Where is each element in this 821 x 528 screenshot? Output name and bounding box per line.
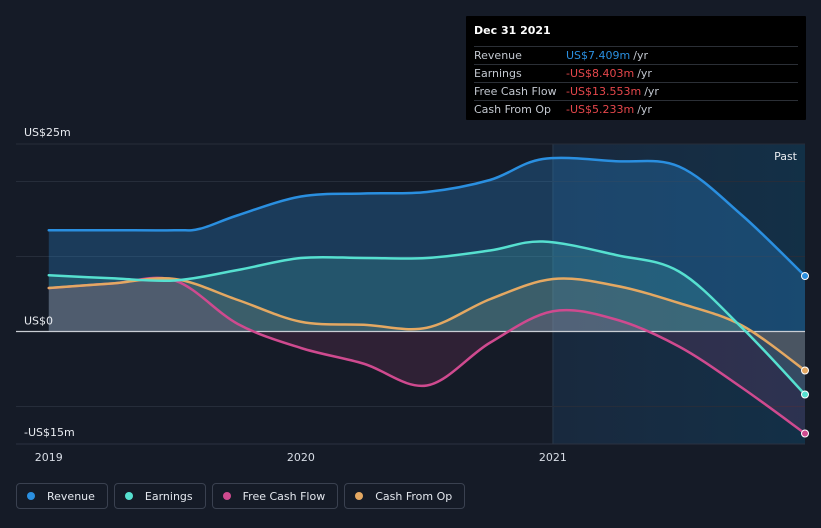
legend-item-cash-from-op[interactable]: Cash From Op xyxy=(344,483,466,509)
y-label-zero: US$0 xyxy=(24,315,53,328)
series-line-cash-from-op xyxy=(47,277,807,372)
endpoint-cash-from-op xyxy=(801,366,809,375)
tooltip-unit: /yr xyxy=(644,85,659,98)
tooltip-panel: Dec 31 2021 Revenue US$7.409m /yr Earnin… xyxy=(466,16,806,120)
tooltip-unit: /yr xyxy=(637,103,652,116)
series-line-earnings xyxy=(47,240,807,396)
legend-dot-icon xyxy=(355,492,364,500)
past-region xyxy=(552,144,805,444)
tooltip-row-revenue: Revenue US$7.409m /yr xyxy=(474,46,798,64)
tooltip-value: US$7.409m xyxy=(566,49,631,62)
tooltip-value: -US$8.403m xyxy=(566,67,635,80)
legend-item-earnings[interactable]: Earnings xyxy=(113,483,206,509)
past-label: Past xyxy=(774,150,798,163)
area-cash-from-op xyxy=(48,278,806,371)
area-free-cash-flow xyxy=(48,277,806,434)
tooltip-date: Dec 31 2021 xyxy=(474,24,551,37)
tooltip-value: -US$5.233m xyxy=(566,103,635,116)
legend-dot-icon xyxy=(124,492,133,500)
tooltip-label: Earnings xyxy=(474,67,522,80)
legend-dot-icon xyxy=(222,492,231,500)
legend-label: Earnings xyxy=(144,489,193,503)
y-label-top: US$25m xyxy=(24,126,71,139)
legend-label: Free Cash Flow xyxy=(242,489,326,503)
legend-item-free-cash-flow[interactable]: Free Cash Flow xyxy=(211,483,339,509)
endpoint-earnings xyxy=(801,390,809,399)
legend-label: Revenue xyxy=(47,489,95,503)
tooltip-label: Cash From Op xyxy=(474,103,552,116)
tooltip-row-earnings: Earnings -US$8.403m /yr xyxy=(474,64,798,82)
tooltip-row-free-cash-flow: Free Cash Flow -US$13.553m /yr xyxy=(474,82,798,100)
legend-label: Cash From Op xyxy=(375,489,453,503)
y-label-bottom: -US$15m xyxy=(24,426,75,439)
endpoint-revenue xyxy=(801,272,809,280)
tooltip-label: Revenue xyxy=(474,49,522,62)
series-line-revenue xyxy=(47,156,807,278)
tooltip-unit: /yr xyxy=(633,49,648,62)
legend-item-revenue[interactable]: Revenue xyxy=(16,483,108,509)
chart-legend: Revenue Earnings Free Cash Flow Cash Fro… xyxy=(16,483,466,511)
area-earnings xyxy=(48,241,806,395)
tooltip-label: Free Cash Flow xyxy=(474,85,557,98)
tooltip-value: -US$13.553m xyxy=(566,85,642,98)
tooltip-unit: /yr xyxy=(637,67,652,80)
area-revenue xyxy=(48,157,806,332)
x-tick-label: 2021 xyxy=(539,451,567,464)
endpoint-free-cash-flow xyxy=(801,429,809,438)
x-tick-label: 2019 xyxy=(35,451,63,464)
tooltip-row-cash-from-op: Cash From Op -US$5.233m /yr xyxy=(474,100,798,118)
legend-dot-icon xyxy=(27,492,35,500)
x-tick-label: 2020 xyxy=(287,451,315,464)
